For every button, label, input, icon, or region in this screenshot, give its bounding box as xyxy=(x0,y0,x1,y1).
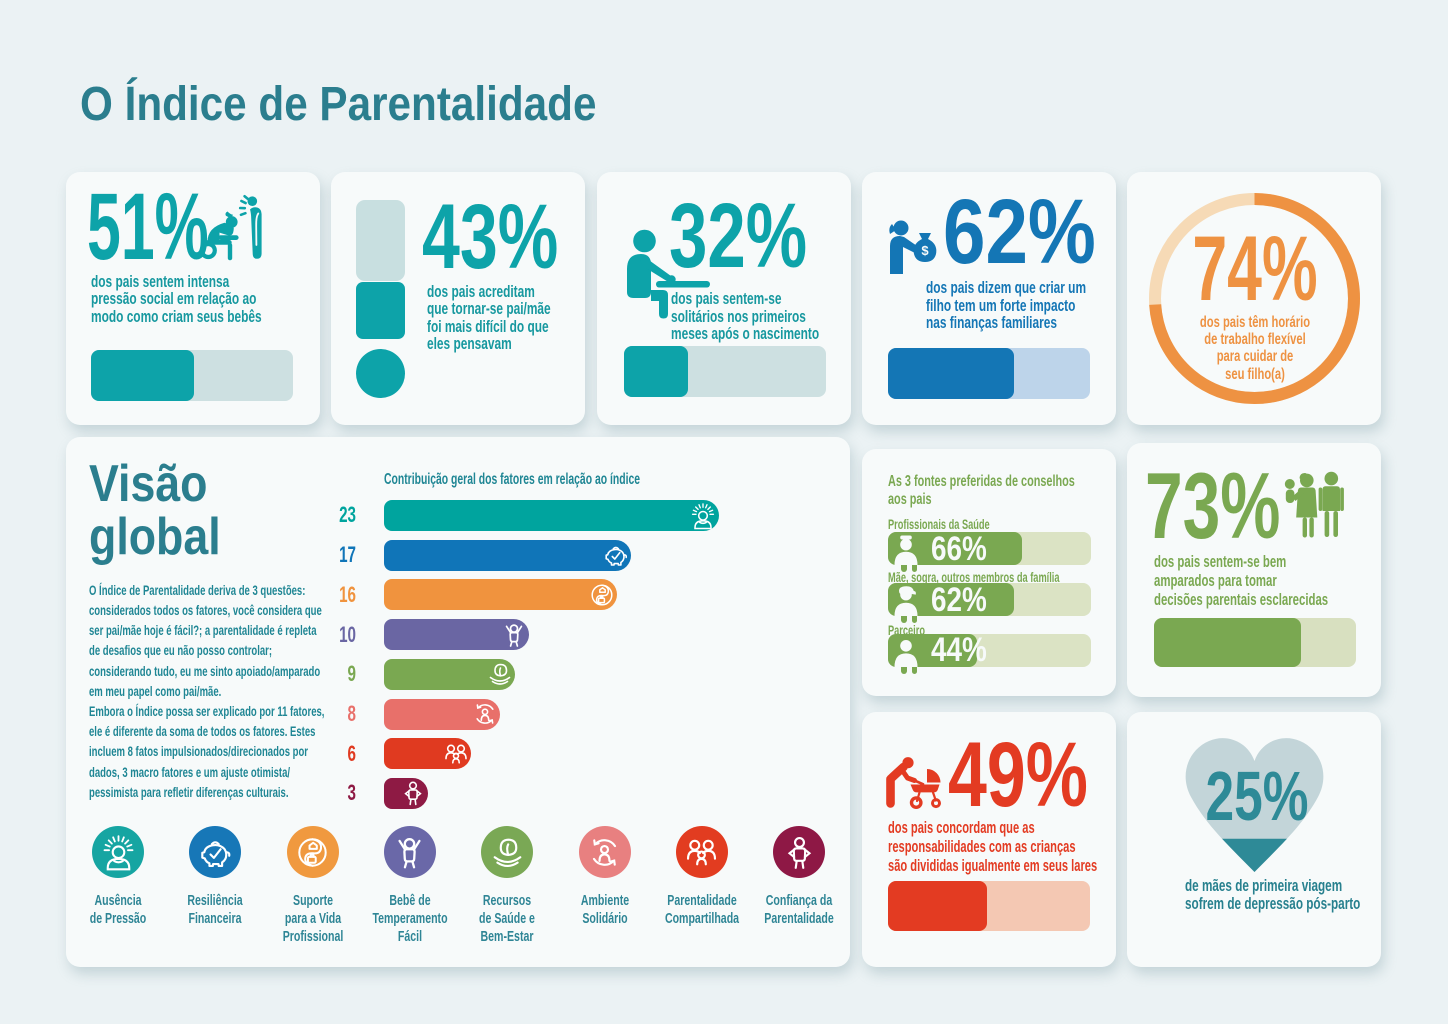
svg-text:$: $ xyxy=(921,243,929,258)
